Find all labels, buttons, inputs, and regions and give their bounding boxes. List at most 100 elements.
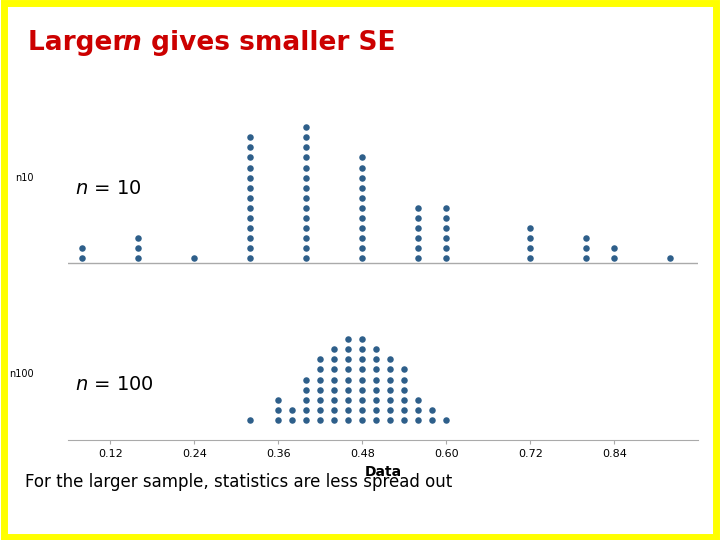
Point [273,395,284,404]
Point [245,244,256,253]
Point [301,173,312,182]
Text: Lock⁵: Lock⁵ [678,518,709,531]
Point [356,345,368,354]
Point [245,143,256,152]
Point [356,365,368,374]
Point [301,406,312,414]
Point [413,254,424,262]
Text: $n$ = 10: $n$ = 10 [75,179,141,198]
Point [580,234,592,242]
Point [441,204,452,212]
Point [399,416,410,424]
Point [356,254,368,262]
Point [328,386,340,394]
Point [399,395,410,404]
Point [343,345,354,354]
Point [245,204,256,212]
Point [301,184,312,192]
Point [399,386,410,394]
Point [384,355,396,363]
Point [608,244,620,253]
Point [76,244,88,253]
Point [356,355,368,363]
Point [371,395,382,404]
Point [427,416,438,424]
Point [441,254,452,262]
Point [328,395,340,404]
Point [273,406,284,414]
Point [608,254,620,262]
Point [287,416,298,424]
Point [343,386,354,394]
X-axis label: Data: Data [365,465,402,478]
Point [399,375,410,384]
Point [525,254,536,262]
Point [189,254,200,262]
Point [371,345,382,354]
Point [356,386,368,394]
Point [413,244,424,253]
Text: Statistics: Unlocking the Power of Data: Statistics: Unlocking the Power of Data [11,518,240,531]
Point [245,224,256,232]
Point [356,173,368,182]
Point [301,254,312,262]
Point [343,365,354,374]
Text: n100: n100 [9,369,34,380]
Point [356,395,368,404]
Point [315,395,326,404]
Point [132,254,144,262]
Point [399,406,410,414]
Point [441,244,452,253]
Point [371,355,382,363]
Point [384,406,396,414]
Point [356,204,368,212]
Point [301,163,312,172]
Point [301,416,312,424]
Point [356,406,368,414]
Point [245,193,256,202]
Point [665,254,676,262]
Text: gives smaller SE: gives smaller SE [142,30,395,57]
Point [301,234,312,242]
Point [356,153,368,162]
Point [371,406,382,414]
Point [384,375,396,384]
Point [356,335,368,343]
Point [413,395,424,404]
Point [356,163,368,172]
Point [356,184,368,192]
Point [356,416,368,424]
Point [413,234,424,242]
Text: For the larger sample, statistics are less spread out: For the larger sample, statistics are le… [25,473,452,491]
Point [245,153,256,162]
Point [441,234,452,242]
Point [343,355,354,363]
Point [371,365,382,374]
Point [301,204,312,212]
Point [413,214,424,222]
Point [343,416,354,424]
Text: $n$ = 100: $n$ = 100 [75,375,153,394]
Point [343,395,354,404]
Point [356,244,368,253]
Point [132,244,144,253]
Point [315,416,326,424]
Point [301,133,312,141]
Point [301,123,312,131]
Point [245,214,256,222]
Point [525,244,536,253]
Point [301,214,312,222]
Point [356,375,368,384]
Point [245,234,256,242]
Point [343,335,354,343]
Point [413,406,424,414]
Point [356,224,368,232]
Text: n: n [122,30,140,57]
Point [301,153,312,162]
Point [315,355,326,363]
Point [328,355,340,363]
Point [301,143,312,152]
Point [427,406,438,414]
Point [441,214,452,222]
Point [76,254,88,262]
